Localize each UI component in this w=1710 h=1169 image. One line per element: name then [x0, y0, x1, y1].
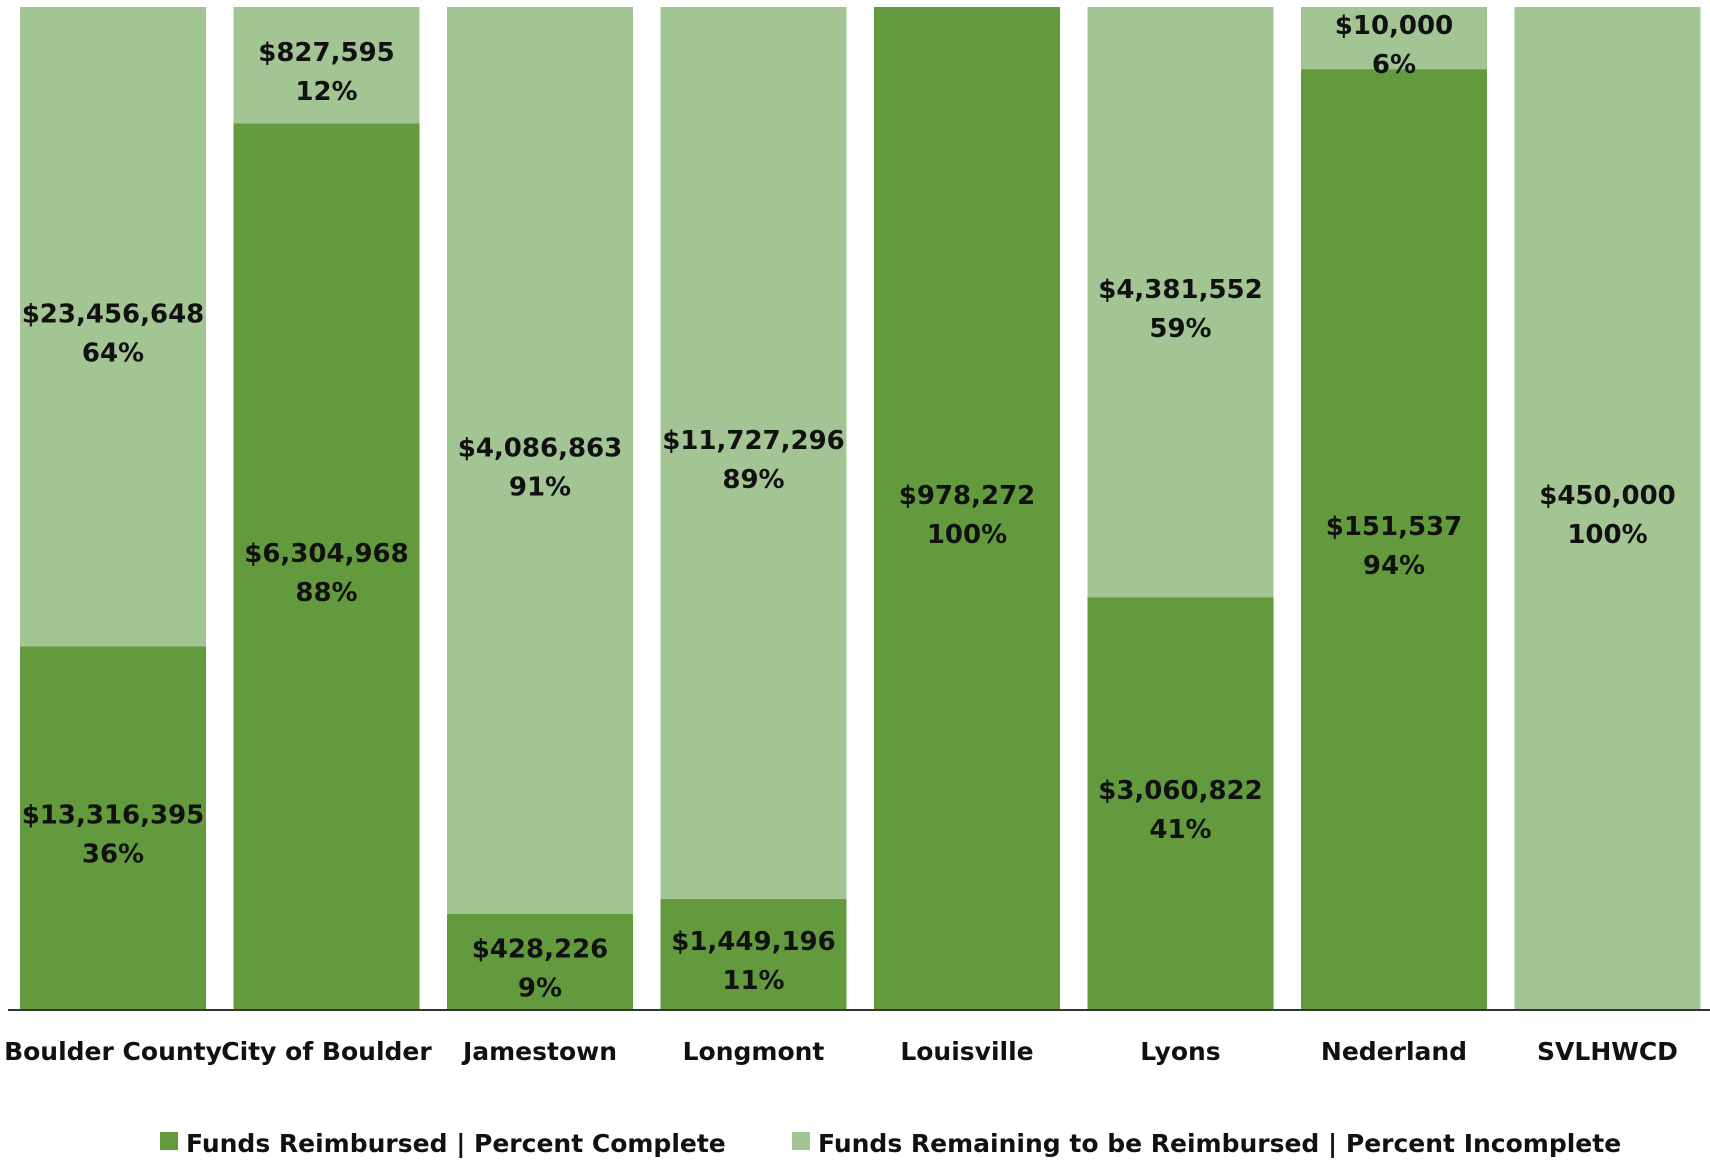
- longmont-reimbursed-percent-label: 11%: [722, 966, 784, 996]
- boulder-county-remaining-percent-label: 64%: [82, 339, 144, 369]
- nederland-reimbursed-bar: [1301, 69, 1487, 1009]
- longmont-remaining-amount-label: $11,727,296: [662, 426, 845, 456]
- nederland-reimbursed-amount-label: $151,537: [1326, 512, 1463, 542]
- category-label-nederland: Nederland: [1321, 1037, 1467, 1066]
- boulder-county-remaining-amount-label: $23,456,648: [22, 300, 205, 330]
- city-of-boulder-reimbursed-percent-label: 88%: [295, 578, 357, 608]
- nederland-remaining-bar: [1301, 7, 1487, 70]
- category-labels-group: Boulder County City of Boulder Jamestown Lo…: [4, 1037, 1678, 1066]
- jamestown-reimbursed-percent-label: 9%: [518, 973, 562, 1003]
- category-label-boulder-county: Boulder County: [4, 1037, 222, 1066]
- legend: Funds Reimbursed | Percent Complete Funds…: [160, 1129, 1621, 1158]
- boulder-county-reimbursed-percent-label: 36%: [82, 840, 144, 870]
- lyons-remaining-amount-label: $4,381,552: [1098, 275, 1262, 305]
- longmont-remaining-bar: [660, 7, 847, 899]
- svlhwcd-remaining-percent-label: 100%: [1567, 520, 1647, 550]
- legend-swatch-remaining: [792, 1132, 810, 1150]
- longmont-reimbursed-bar: [660, 898, 847, 1009]
- city-of-boulder-reimbursed-bar: [233, 123, 420, 1010]
- louisville-reimbursed-percent-label: 100%: [927, 520, 1007, 550]
- lyons-remaining-percent-label: 59%: [1149, 314, 1211, 344]
- nederland-reimbursed-percent-label: 94%: [1363, 551, 1425, 581]
- jamestown-reimbursed-bar: [447, 913, 633, 1009]
- category-label-longmont: Longmont: [683, 1037, 825, 1066]
- lyons-remaining-bar: [1087, 7, 1274, 598]
- city-of-boulder-reimbursed-amount-label: $6,304,968: [244, 539, 408, 569]
- longmont-remaining-percent-label: 89%: [722, 465, 784, 495]
- city-of-boulder-remaining-bar: [233, 7, 420, 124]
- bars-group: [20, 7, 1701, 1010]
- jamestown-remaining-percent-label: 91%: [509, 472, 571, 502]
- category-label-lyons: Lyons: [1140, 1037, 1220, 1066]
- boulder-county-reimbursed-amount-label: $13,316,395: [22, 801, 205, 831]
- louisville-reimbursed-amount-label: $978,272: [899, 481, 1036, 511]
- nederland-remaining-amount-label: $10,000: [1335, 11, 1453, 41]
- boulder-county-remaining-bar: [20, 7, 206, 647]
- category-label-svlhwcd: SVLHWCD: [1537, 1037, 1678, 1066]
- legend-label-reimbursed: Funds Reimbursed | Percent Complete: [186, 1129, 726, 1158]
- longmont-reimbursed-amount-label: $1,449,196: [671, 927, 835, 957]
- boulder-county-reimbursed-bar: [20, 646, 206, 1009]
- louisville-reimbursed-bar: [874, 7, 1060, 1009]
- jamestown-reimbursed-amount-label: $428,226: [472, 934, 609, 964]
- city-of-boulder-remaining-percent-label: 12%: [295, 77, 357, 107]
- bar-labels-group: $13,316,395 36% $23,456,648 64% $6,304,968 88…: [22, 11, 1676, 1003]
- jamestown-remaining-amount-label: $4,086,863: [458, 433, 622, 463]
- svlhwcd-remaining-amount-label: $450,000: [1539, 481, 1676, 511]
- city-of-boulder-remaining-amount-label: $827,595: [258, 38, 395, 68]
- legend-label-remaining: Funds Remaining to be Reimbursed | Perce…: [818, 1129, 1621, 1158]
- jamestown-remaining-bar: [447, 7, 633, 914]
- lyons-reimbursed-amount-label: $3,060,822: [1098, 776, 1262, 806]
- nederland-remaining-percent-label: 6%: [1372, 50, 1416, 80]
- svlhwcd-remaining-bar: [1514, 7, 1701, 1009]
- category-label-louisville: Louisville: [900, 1037, 1033, 1066]
- category-label-jamestown: Jamestown: [461, 1037, 617, 1066]
- lyons-reimbursed-percent-label: 41%: [1149, 815, 1211, 845]
- legend-swatch-reimbursed: [160, 1132, 178, 1150]
- lyons-reimbursed-bar: [1087, 597, 1274, 1009]
- category-label-city-of-boulder: City of Boulder: [221, 1037, 432, 1066]
